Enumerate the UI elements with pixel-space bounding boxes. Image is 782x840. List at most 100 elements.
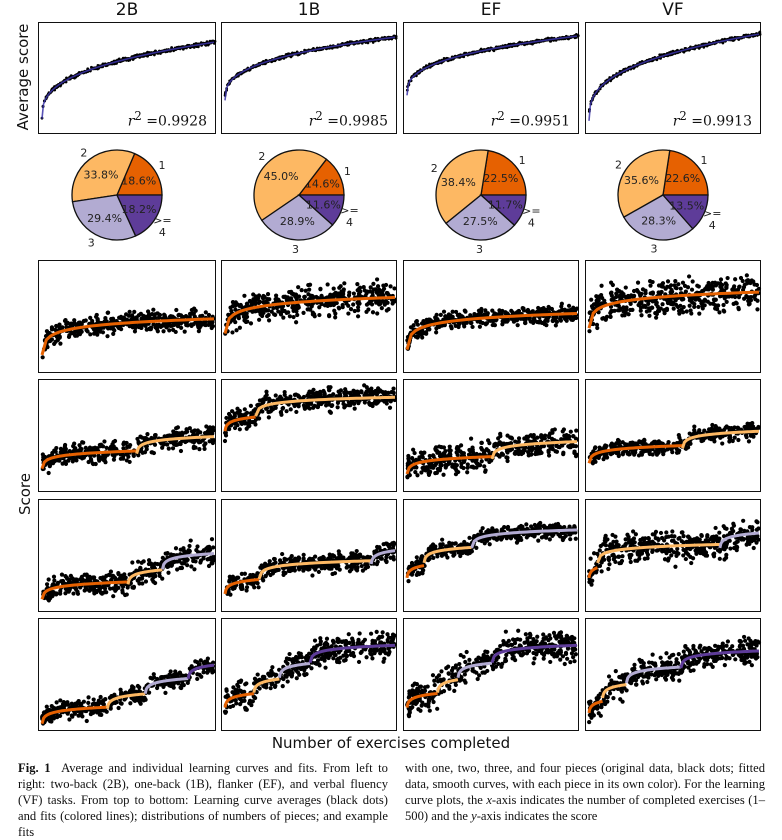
data-point (433, 471, 438, 476)
data-point (267, 297, 272, 302)
data-point (284, 409, 289, 414)
data-point (513, 449, 518, 454)
data-point (112, 328, 117, 333)
pie-category-label: >= (522, 204, 540, 217)
data-point (103, 452, 108, 458)
data-point (175, 324, 181, 329)
data-point (291, 314, 296, 320)
data-point (105, 310, 111, 315)
data-point (727, 439, 732, 444)
data-point (636, 453, 642, 458)
data-point (457, 312, 462, 317)
data-point (441, 472, 446, 477)
data-point (623, 442, 628, 447)
data-point (171, 315, 177, 320)
data-point (126, 454, 131, 459)
data-point (473, 313, 478, 319)
data-point (500, 452, 506, 457)
data-point (81, 440, 86, 445)
data-point (72, 448, 77, 453)
data-point (143, 444, 149, 449)
data-point (490, 308, 495, 313)
pie-category-label: 4 (159, 226, 166, 239)
data-point (210, 324, 216, 329)
pie-slice (297, 194, 345, 226)
plot-area (40, 424, 216, 476)
pie-pct-label: 14.6% (305, 177, 340, 190)
data-point (139, 435, 145, 440)
data-point (157, 312, 163, 318)
data-point (356, 308, 361, 313)
data-point (127, 309, 132, 315)
data-point (513, 439, 518, 444)
data-point (692, 424, 697, 429)
pie-pct-label: 29.4% (87, 212, 122, 225)
data-point (251, 408, 256, 413)
data-point (294, 409, 299, 415)
data-point (711, 436, 716, 442)
data-point (477, 324, 483, 329)
pie-pct-label: 11.7% (488, 198, 523, 211)
data-point (505, 455, 510, 460)
data-point (196, 329, 201, 334)
data-point (376, 287, 382, 292)
data-point (405, 475, 410, 480)
data-point (229, 308, 234, 314)
data-point (745, 295, 750, 300)
data-point (261, 296, 266, 301)
data-point (632, 442, 637, 447)
data-point (161, 329, 166, 334)
data-point (348, 403, 353, 408)
data-point (660, 284, 665, 289)
data-point (744, 278, 750, 283)
data-point (335, 405, 340, 410)
data-point (485, 312, 490, 317)
data-point (696, 304, 701, 310)
data-point (536, 305, 541, 311)
fit-piece-2 (681, 429, 760, 449)
data-point (655, 304, 660, 309)
data-point (109, 316, 114, 322)
data-point (420, 455, 425, 460)
data-point (52, 341, 57, 346)
data-point (500, 322, 505, 327)
data-point (238, 420, 244, 425)
data-point (413, 470, 418, 475)
data-point (647, 306, 652, 311)
data-point (420, 335, 425, 340)
data-point (509, 308, 514, 313)
data-point (195, 544, 200, 549)
data-point (647, 451, 652, 457)
data-point (389, 390, 394, 395)
data-point (595, 325, 600, 331)
data-point (259, 398, 264, 403)
data-point (280, 405, 286, 411)
data-point (357, 301, 362, 306)
data-point (152, 312, 158, 317)
data-point (168, 314, 173, 319)
data-point (721, 308, 726, 313)
data-point (720, 441, 725, 446)
data-point (612, 308, 617, 313)
data-point (620, 313, 625, 318)
data-point (372, 399, 378, 405)
data-point (571, 305, 576, 310)
data-point (447, 444, 452, 449)
data-point (505, 433, 510, 438)
data-point (670, 449, 675, 455)
data-point (654, 448, 659, 454)
data-point (424, 331, 429, 336)
data-point (702, 45, 706, 49)
data-point (171, 429, 176, 434)
column-title-2B: 2B (115, 0, 139, 20)
data-point (650, 279, 655, 285)
plot-area (405, 301, 580, 351)
pie-pct-label: 45.0% (264, 170, 299, 183)
data-point (755, 307, 760, 312)
data-point (632, 293, 637, 299)
data-point (712, 297, 717, 302)
data-point (619, 290, 624, 295)
data-point (319, 302, 324, 307)
data-point (151, 322, 156, 327)
data-point (509, 436, 515, 441)
